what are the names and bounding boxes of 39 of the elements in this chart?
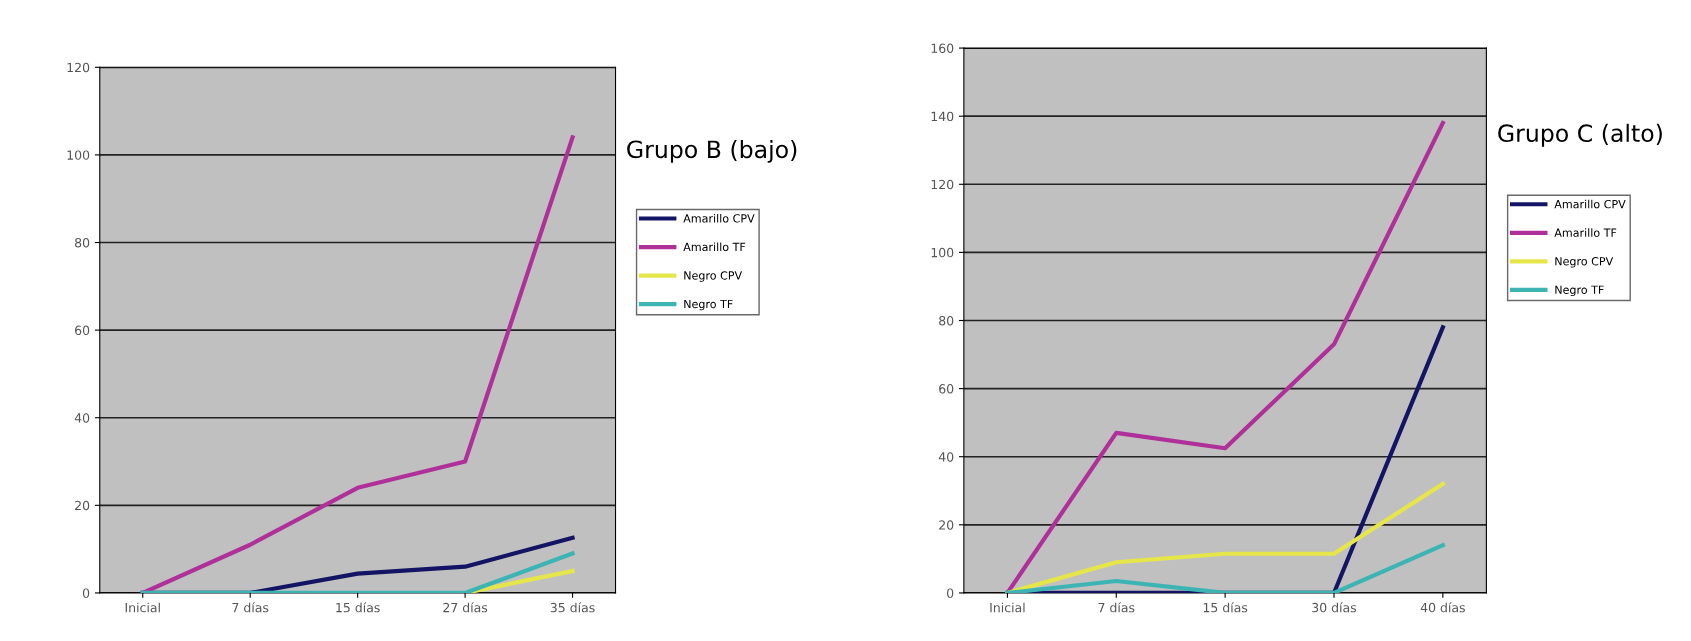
y-tick-label: 40 xyxy=(74,413,90,423)
y-tick-label: 140 xyxy=(931,111,954,122)
text: Grupo B (bajo) xyxy=(627,139,797,163)
y-tick-label: 120 xyxy=(931,179,954,190)
legend-label: Negro TF xyxy=(1555,285,1604,297)
y-tick-label: 160 xyxy=(931,43,954,53)
y-tick-label: 100 xyxy=(67,150,90,160)
x-tick-label: 7 días xyxy=(232,602,269,613)
y-tick-label: 60 xyxy=(939,384,954,394)
x-tick-label: 35 días xyxy=(550,602,595,613)
y-tick-label: 100 xyxy=(931,247,954,258)
legend-label: Negro TF xyxy=(684,299,733,311)
x-tick-label: 15 días xyxy=(336,602,380,613)
y-tick-label: 60 xyxy=(75,325,90,336)
legend-label: Negro CPV xyxy=(684,271,743,282)
y-tick-label: 40 xyxy=(938,452,954,462)
line-series xyxy=(1005,481,1445,593)
y-tick-label: 20 xyxy=(939,520,954,530)
y-tick-label: 0 xyxy=(82,588,90,598)
line-series xyxy=(1005,120,1445,593)
line-series xyxy=(140,135,575,593)
y-tick-label: 80 xyxy=(939,315,954,326)
legend-label: Amarillo CPV xyxy=(683,213,755,223)
x-tick-label: 7 días xyxy=(1098,602,1135,613)
x-tick-label: 15 días xyxy=(1203,602,1248,613)
x-tick-label: 30 días xyxy=(1312,602,1357,613)
legend-label: Amarillo TF xyxy=(1554,228,1617,237)
y-tick-label: 120 xyxy=(67,62,90,73)
legend-label: Amarillo CPV xyxy=(1554,199,1626,209)
legend-label: Amarillo TF xyxy=(683,242,746,252)
x-tick-label: 27 días xyxy=(443,602,488,613)
legend-label: Negro CPV xyxy=(1555,256,1614,268)
x-tick-label: Inicial xyxy=(125,602,160,613)
x-tick-label: 40 días xyxy=(1420,602,1465,613)
y-tick-label: 0 xyxy=(947,588,954,598)
x-tick-label: Inicial xyxy=(990,602,1025,613)
y-tick-label: 20 xyxy=(75,500,90,511)
text: Grupo C (alto) xyxy=(1498,123,1662,147)
y-tick-label: 80 xyxy=(74,237,90,248)
